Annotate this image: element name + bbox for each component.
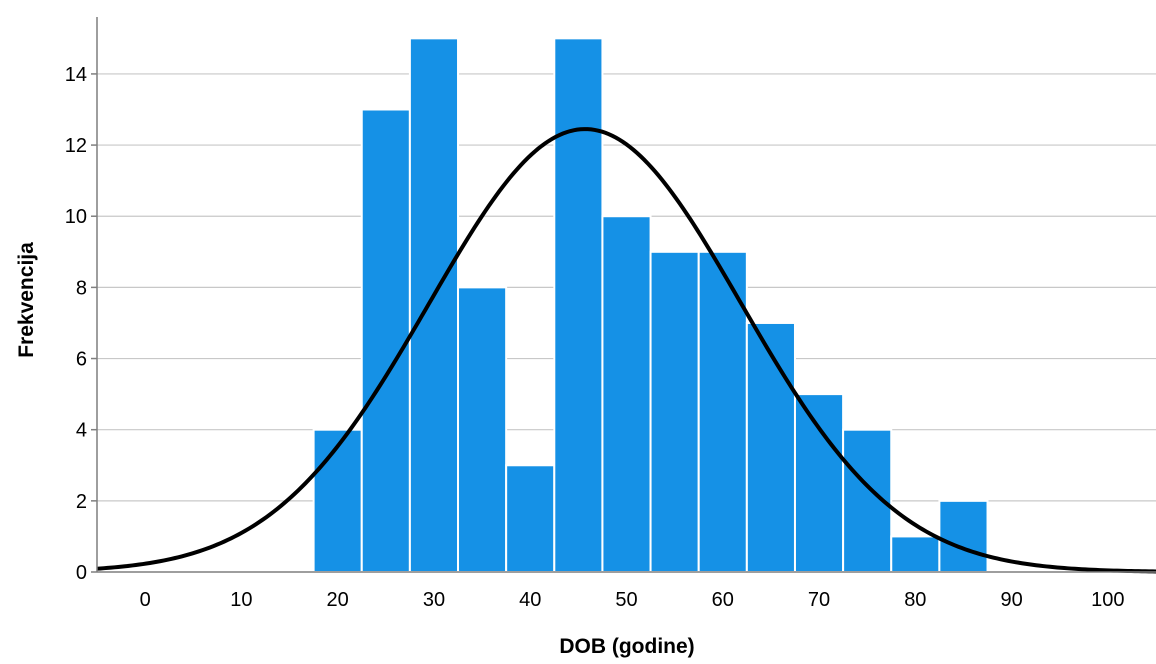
histogram-bar	[793, 393, 845, 573]
x-tick-label: 60	[712, 589, 734, 611]
histogram-bar	[312, 428, 363, 574]
histogram-bar	[601, 215, 652, 573]
y-tick-label: 2	[76, 491, 87, 513]
x-tick-label: 40	[519, 589, 541, 611]
x-tick-labels: 0 10 20 30 40 50 60 70 80 90 100	[140, 589, 1125, 611]
x-tick-label: 0	[140, 589, 151, 611]
histogram-bar	[408, 37, 460, 574]
histogram-bar	[457, 286, 508, 573]
x-axis-title: DOB (godine)	[559, 635, 694, 658]
y-tick-label: 14	[65, 64, 87, 86]
y-tick-labels: 0 2 4 6 8 10 12 14	[65, 64, 97, 584]
x-tick-label: 70	[808, 589, 830, 611]
histogram-bar	[505, 464, 556, 573]
x-tick-label: 50	[615, 589, 637, 611]
histogram-bar	[649, 250, 700, 574]
normal-curve	[96, 127, 1156, 574]
histogram-bar	[890, 535, 941, 574]
normal-curve-layer	[96, 127, 1156, 574]
histogram-bar	[938, 499, 989, 574]
histogram-bar	[360, 108, 411, 573]
x-tick-label: 90	[1000, 589, 1022, 611]
x-tick-label: 80	[904, 589, 926, 611]
histogram-bars	[312, 37, 989, 574]
x-tick-label: 10	[230, 589, 252, 611]
y-tick-label: 4	[76, 420, 87, 442]
histogram-bar	[745, 321, 796, 574]
x-tick-label: 20	[327, 589, 349, 611]
y-tick-label: 6	[76, 349, 87, 371]
y-tick-label: 12	[65, 135, 87, 157]
y-tick-label: 10	[65, 206, 87, 228]
y-axis-title: Frekvencija	[15, 242, 38, 358]
axes	[96, 17, 1156, 573]
histogram-bar	[553, 37, 604, 574]
y-tick-label: 8	[76, 277, 87, 299]
x-tick-label: 30	[423, 589, 445, 611]
y-tick-label: 0	[76, 562, 87, 584]
x-tick-label: 100	[1091, 589, 1124, 611]
